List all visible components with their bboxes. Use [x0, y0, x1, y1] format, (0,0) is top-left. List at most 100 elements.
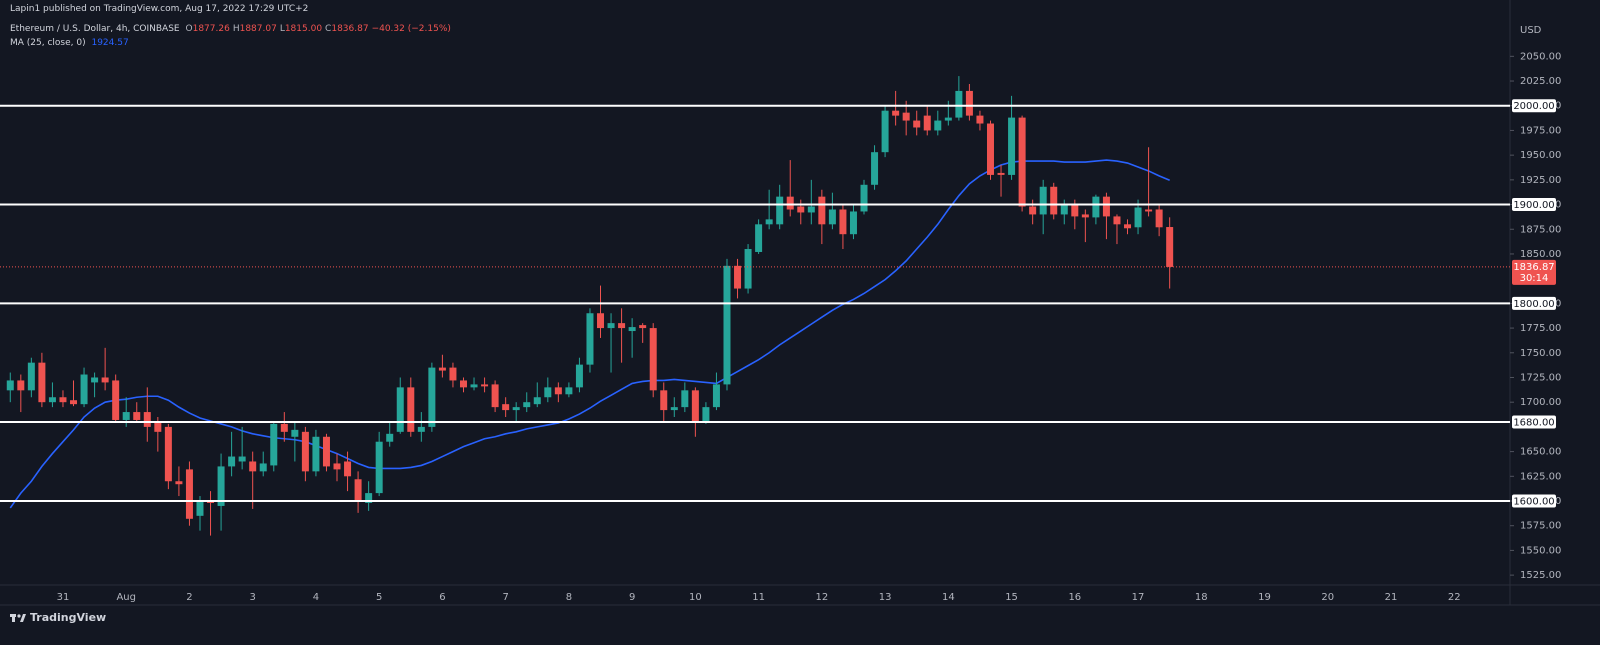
candle-body: [881, 110, 889, 153]
candle-body: [533, 397, 541, 405]
y-tick-label: 1775.00: [1520, 323, 1561, 334]
candle-body: [344, 461, 352, 477]
candle-body: [365, 493, 373, 503]
y-tick-label: 1950.00: [1520, 150, 1561, 161]
candle-body: [17, 380, 25, 391]
candle-body: [723, 265, 731, 385]
candle-body: [976, 115, 984, 124]
level-label-box: [1512, 198, 1556, 212]
x-tick-label: 17: [1132, 592, 1145, 603]
candle-body: [1166, 227, 1174, 267]
level-label: 1680.00: [1513, 417, 1554, 428]
candle-body: [438, 367, 446, 371]
x-tick-label: 14: [942, 592, 955, 603]
candle-body: [333, 463, 341, 470]
candle-body: [407, 387, 415, 432]
candle-body: [639, 325, 647, 329]
candle-body: [597, 313, 605, 329]
x-tick-label: 31: [57, 592, 70, 603]
candle-body: [997, 172, 1005, 175]
ma-name: MA (25, close, 0): [10, 38, 86, 48]
candle-body: [523, 402, 531, 408]
candle-body: [1060, 204, 1068, 215]
candle-body: [470, 384, 478, 388]
x-tick-label: 5: [376, 592, 382, 603]
y-tick-label: 1525.00: [1520, 570, 1561, 581]
ohlc-item: O1877.26: [186, 24, 230, 34]
last-price-box: [1512, 259, 1556, 285]
candle-body: [38, 362, 46, 403]
candle-body: [554, 387, 562, 395]
candle-body: [1050, 186, 1058, 215]
y-tick-label: 1975.00: [1520, 125, 1561, 136]
x-tick-label: 13: [879, 592, 892, 603]
candle-body: [1134, 207, 1142, 228]
candle-body: [249, 461, 257, 472]
level-label: 1900.00: [1513, 200, 1554, 211]
candle-body: [1092, 196, 1100, 218]
x-tick-label: 7: [502, 592, 508, 603]
candle-body: [1029, 206, 1037, 215]
symbol: Ethereum / U.S. Dollar, 4h, COINBASE: [10, 24, 180, 34]
candle-body: [755, 224, 763, 252]
ohlc-item: H1887.07: [233, 24, 277, 34]
candle-body: [744, 249, 752, 289]
level-label: 2000.00: [1513, 101, 1554, 112]
candle-body: [828, 209, 836, 225]
candle-body: [301, 431, 309, 472]
candle-body: [502, 404, 510, 411]
candle-body: [986, 123, 994, 175]
x-tick-label: 6: [439, 592, 445, 603]
candle-body: [291, 429, 299, 437]
candle-body: [586, 313, 594, 365]
candle-body: [691, 390, 699, 422]
legend-row: Ethereum / U.S. Dollar, 4h, COINBASE O18…: [10, 24, 454, 34]
candle-body: [1124, 224, 1132, 229]
candle-body: [712, 384, 720, 408]
candle-body: [607, 323, 615, 329]
candle-body: [175, 481, 183, 485]
x-tick-label: 8: [566, 592, 572, 603]
candle-body: [786, 196, 794, 210]
level-label-box: [1512, 296, 1556, 310]
candle-body: [934, 120, 942, 131]
candle-body: [280, 423, 288, 432]
candle-body: [660, 390, 668, 411]
y-tick-label: 1650.00: [1520, 447, 1561, 458]
candle-body: [48, 397, 56, 403]
candle-body: [681, 390, 689, 408]
y-tick-label: 2025.00: [1520, 76, 1561, 87]
candle-body: [122, 412, 130, 420]
candle-body: [228, 456, 236, 467]
candle-body: [1039, 186, 1047, 215]
candle-body: [70, 400, 78, 405]
y-tick-label: 1925.00: [1520, 175, 1561, 186]
candle-body: [91, 377, 99, 383]
x-tick-label: 10: [689, 592, 702, 603]
candle-body: [101, 377, 109, 383]
candle-body: [112, 380, 120, 420]
candle-body: [575, 364, 583, 388]
x-tick-label: 22: [1448, 592, 1461, 603]
candle-body: [386, 433, 394, 442]
y-tick-label: 1850.00: [1520, 249, 1561, 260]
candle-body: [185, 469, 193, 519]
candle-body: [417, 426, 425, 432]
ohlc-value: 1877.26: [192, 24, 230, 34]
y-tick-label: 2050.00: [1520, 51, 1561, 62]
candle-body: [670, 407, 678, 411]
countdown: 30:14: [1520, 273, 1549, 284]
y-tick-label: 1550.00: [1520, 545, 1561, 556]
candle-body: [849, 211, 857, 235]
x-tick-label: 2: [186, 592, 192, 603]
x-tick-label: 18: [1195, 592, 1208, 603]
candle-body: [1102, 196, 1110, 217]
currency: USD: [1520, 25, 1542, 36]
x-tick-label: 15: [1005, 592, 1018, 603]
x-tick-label: Aug: [116, 592, 136, 603]
y-tick-label: 1700.00: [1520, 397, 1561, 408]
candle-body: [59, 397, 67, 403]
candle-body: [312, 436, 320, 472]
last-price-label: 1836.87: [1513, 262, 1554, 273]
candle-body: [892, 110, 900, 116]
